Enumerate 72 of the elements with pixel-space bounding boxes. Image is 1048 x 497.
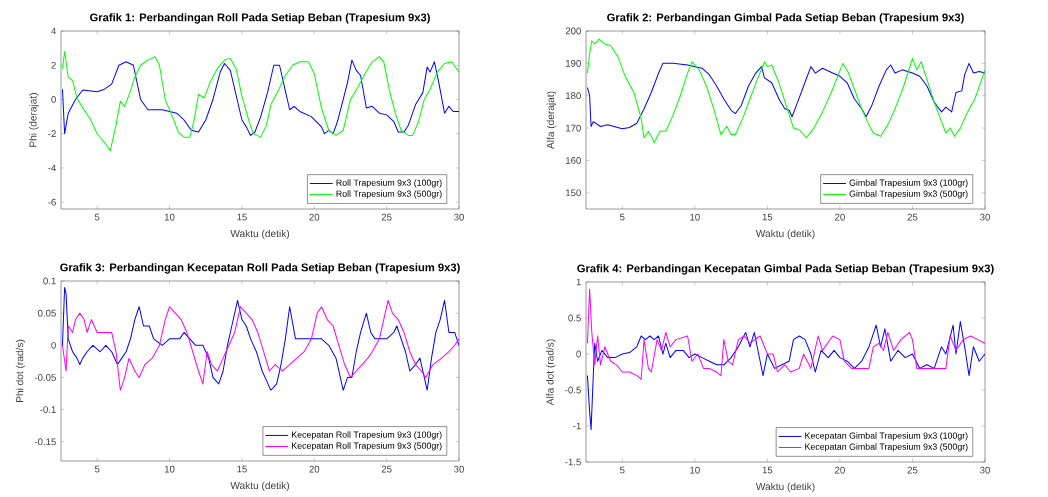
y-tick-label: 150 — [566, 189, 581, 197]
y-tick-label: 4 — [51, 27, 57, 35]
x-tick-label: 10 — [690, 213, 700, 221]
x-tick-label: 15 — [237, 465, 247, 473]
x-tick-label: 5 — [619, 466, 625, 474]
x-tick-label: 25 — [907, 213, 918, 221]
legend-label: Kecepatan Gimbal Trapesium 9x3 (500gr) — [805, 443, 968, 452]
legend-label: Roll Trapesium 9x3 (100gr) — [336, 179, 442, 188]
x-tick-label: 15 — [237, 213, 247, 221]
legend-label: Kecepatan Roll Trapesium 9x3 (500gr) — [292, 442, 442, 451]
y-tick-label: 180 — [566, 92, 581, 100]
y-axis-title: Phi dot (rad/s) — [15, 339, 26, 402]
x-tick-label: 5 — [94, 213, 100, 221]
y-tick-label: -1 — [573, 422, 581, 430]
line-series — [586, 321, 986, 431]
x-tick-label: 20 — [309, 213, 320, 221]
x-axis-title: Waktu (detik) — [230, 481, 290, 492]
y-tick-label: -6 — [48, 198, 56, 206]
x-axis-title: Waktu (detik) — [755, 229, 815, 240]
chart-title: Grafik 4: Perbandingan Kecepatan Gimbal Pada Setiap Beban (Trapesium 9x3) — [577, 264, 994, 275]
y-axis-title: Phi (derajat) — [29, 93, 39, 147]
line-series — [61, 51, 460, 152]
y-tick-label: -0.5 — [565, 386, 581, 394]
y-tick-label: -0.05 — [34, 374, 56, 381]
line-series — [61, 59, 460, 136]
line-series — [586, 62, 986, 130]
x-tick-label: 30 — [980, 466, 990, 474]
x-tick-label: 5 — [94, 465, 100, 473]
y-tick-label: -4 — [48, 164, 57, 172]
y-tick-label: 170 — [566, 124, 581, 132]
y-tick-label: 2 — [51, 61, 56, 69]
legend-label: Roll Trapesium 9x3 (500gr) — [336, 190, 442, 199]
x-tick-label: 25 — [381, 213, 392, 221]
chart-title: Grafik 2: Perbandingan Gimbal Pada Setiap Beban (Trapesium 9x3) — [607, 13, 964, 24]
y-tick-label: 0.05 — [37, 309, 56, 317]
y-tick-label: 0.5 — [568, 314, 581, 322]
x-tick-label: 15 — [762, 213, 773, 221]
x-tick-label: 10 — [690, 466, 700, 474]
y-tick-label: 0 — [51, 96, 56, 103]
y-axis-title: Alfa (derajat) — [546, 91, 557, 149]
y-tick-label: 160 — [566, 157, 581, 164]
x-tick-label: 20 — [835, 213, 845, 221]
y-tick-label: 0 — [576, 350, 581, 358]
chart-title: Grafik 3: Perbandingan Kecepatan Roll Pada Setiap Beban (Trapesium 9x3) — [60, 263, 460, 274]
legend-label: Gimbal Trapesium 9x3 (100gr) — [849, 179, 968, 188]
x-tick-label: 10 — [164, 213, 175, 221]
x-tick-label: 5 — [619, 213, 625, 221]
x-tick-label: 20 — [309, 465, 320, 473]
y-axis-title: Alfa dot (rad/s) — [546, 339, 556, 406]
x-tick-label: 30 — [980, 213, 990, 221]
y-tick-label: -0.15 — [34, 438, 56, 446]
legend-label: Kecepatan Gimbal Trapesium 9x3 (100gr) — [805, 432, 968, 441]
x-tick-label: 10 — [164, 465, 175, 473]
y-tick-label: 0.1 — [43, 277, 56, 285]
x-axis-title: Waktu (detik) — [230, 229, 290, 240]
y-tick-label: 1 — [576, 278, 581, 286]
x-tick-label: 30 — [454, 465, 464, 473]
y-tick-label: 200 — [565, 27, 581, 35]
y-tick-label: -0.1 — [40, 406, 56, 413]
x-axis-title: Waktu (detik) — [755, 482, 815, 493]
legend-label: Kecepatan Roll Trapesium 9x3 (100gr) — [292, 431, 442, 440]
chart-title: Grafik 1: Perbandingan Roll Pada Setiap Beban (Trapesium 9x3) — [90, 13, 430, 24]
x-tick-label: 25 — [381, 465, 392, 473]
x-tick-label: 30 — [454, 213, 464, 221]
y-tick-label: 190 — [566, 59, 581, 67]
legend-label: Gimbal Trapesium 9x3 (500gr) — [849, 190, 968, 199]
x-tick-label: 20 — [835, 466, 845, 474]
y-tick-label: 0 — [51, 341, 56, 349]
x-tick-label: 15 — [762, 466, 773, 474]
y-tick-label: -2 — [48, 130, 56, 138]
x-tick-label: 25 — [907, 466, 918, 474]
y-tick-label: -1.5 — [565, 458, 581, 466]
